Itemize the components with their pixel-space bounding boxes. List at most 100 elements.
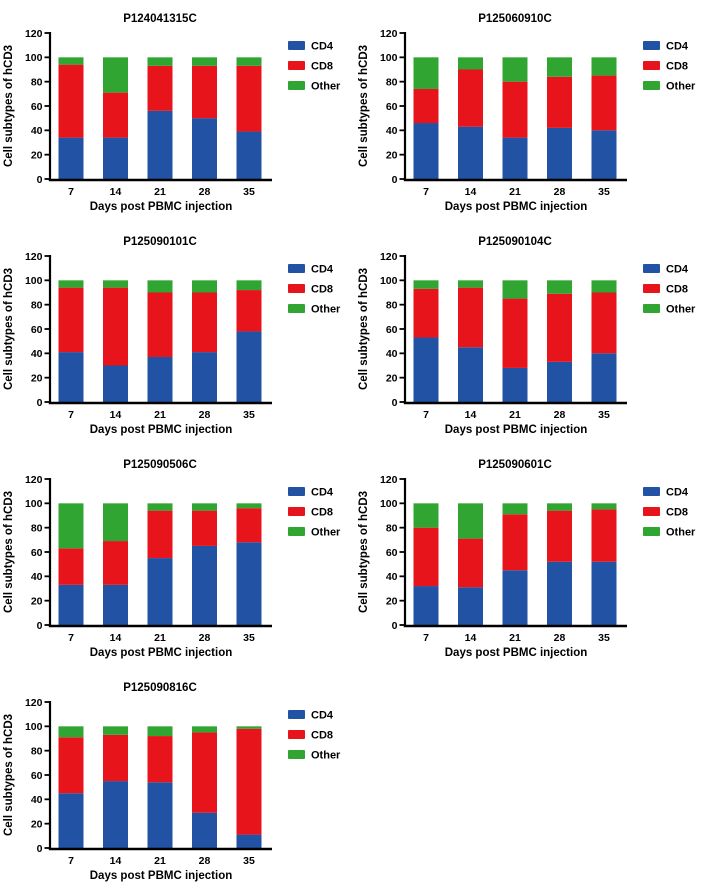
legend-swatch-other	[288, 527, 305, 536]
x-tick-label: 35	[598, 409, 610, 421]
chart-panel-p125090101c: 0 20 40 60 80 100 120 7 14 21 28 35 Days post PBMC i…	[0, 223, 355, 446]
y-tick-label: 40	[31, 571, 43, 583]
legend-swatch-cd4	[643, 41, 660, 50]
y-tick-label: 120	[25, 251, 43, 263]
bar-segment-cd4	[547, 361, 572, 402]
chart-svg: 0 20 40 60 80 100 120 7 14 21 28 35 Days post PBMC i…	[3, 459, 341, 659]
bar-segment-other	[591, 280, 617, 293]
bar-segment-cd8	[547, 510, 572, 562]
y-axis-label: Cell subtypes of hCD3	[3, 268, 15, 390]
bar-segment-cd4	[458, 126, 483, 179]
bar-segment-cd8	[547, 76, 572, 128]
bar-segment-cd4	[413, 337, 439, 402]
bar-segment-cd8	[458, 287, 483, 348]
chart-panel-p125090816c: 0 20 40 60 80 100 120 7 14 21 28 35 Days post PBMC i…	[0, 669, 355, 892]
legend-label-cd4: CD4	[311, 41, 334, 53]
bar-segment-cd4	[103, 137, 128, 179]
bar-segment-other	[502, 57, 528, 82]
chart-title: P125060910C	[478, 13, 552, 25]
bar-segment-cd4	[58, 352, 84, 402]
bar-segment-other	[591, 503, 617, 510]
bar-segment-other	[103, 57, 128, 93]
x-tick-label: 28	[199, 186, 211, 198]
chart-svg: 0 20 40 60 80 100 120 7 14 21 28 35 Days post PBMC i…	[358, 459, 696, 659]
bar-segment-cd8	[502, 514, 528, 571]
legend-label-cd8: CD8	[311, 284, 333, 296]
legend-label-cd4: CD4	[666, 264, 689, 276]
x-axis-label: Days post PBMC injection	[90, 201, 233, 213]
x-tick-label: 14	[110, 186, 122, 198]
y-tick-label: 20	[31, 149, 43, 161]
chart-panel-p125060910c: 0 20 40 60 80 100 120 7 14 21 28 35 Days post PBMC i…	[355, 0, 710, 223]
y-tick-label: 40	[31, 348, 43, 360]
bar-segment-other	[458, 57, 483, 70]
y-tick-label: 120	[380, 251, 398, 263]
bar-segment-cd8	[547, 293, 572, 362]
bar-segment-other	[502, 503, 528, 515]
y-axis-label: Cell subtypes of hCD3	[358, 45, 370, 167]
bar-segment-other	[236, 726, 262, 729]
x-tick-label: 21	[509, 186, 521, 198]
bar-segment-cd4	[192, 352, 217, 402]
chart-svg: 0 20 40 60 80 100 120 7 14 21 28 35 Days post PBMC i…	[3, 236, 341, 436]
bar-segment-cd4	[236, 331, 262, 402]
x-tick-label: 35	[598, 186, 610, 198]
y-tick-label: 0	[392, 620, 398, 632]
bar-segment-cd4	[236, 834, 262, 848]
bar-segment-cd4	[192, 812, 217, 848]
bar-segment-cd8	[458, 69, 483, 127]
y-tick-label: 40	[386, 348, 398, 360]
x-tick-label: 7	[423, 186, 429, 198]
bar-segment-other	[147, 280, 173, 293]
legend-swatch-cd4	[288, 264, 305, 273]
x-tick-label: 28	[554, 632, 566, 644]
x-tick-label: 35	[243, 186, 255, 198]
bar-segment-cd8	[502, 298, 528, 368]
bar-segment-cd8	[591, 75, 617, 131]
y-tick-label: 60	[31, 324, 43, 336]
x-tick-label: 7	[68, 632, 74, 644]
bar-segment-cd4	[58, 584, 84, 625]
chart-title: P125090506C	[123, 459, 197, 471]
chart-panel-p125090104c: 0 20 40 60 80 100 120 7 14 21 28 35 Days post PBMC i…	[355, 223, 710, 446]
x-tick-label: 7	[423, 632, 429, 644]
bar-segment-cd4	[547, 127, 572, 179]
chart-panel-p125090601c: 0 20 40 60 80 100 120 7 14 21 28 35 Days post PBMC i…	[355, 446, 710, 669]
bar-segment-other	[58, 503, 84, 549]
bar-segment-other	[547, 57, 572, 77]
x-tick-label: 7	[68, 186, 74, 198]
legend-swatch-cd8	[288, 507, 305, 516]
bar-segment-cd4	[413, 123, 439, 179]
y-tick-label: 100	[25, 498, 43, 510]
bar-segment-other	[147, 726, 173, 737]
bar-segment-cd8	[103, 92, 128, 138]
legend-swatch-cd8	[643, 507, 660, 516]
y-tick-label: 100	[25, 52, 43, 64]
bar-segment-cd4	[58, 793, 84, 848]
bar-segment-cd4	[591, 561, 617, 625]
legend-label-other: Other	[666, 81, 696, 93]
bar-segment-other	[502, 280, 528, 299]
legend-swatch-other	[643, 527, 660, 536]
y-tick-label: 0	[392, 397, 398, 409]
x-tick-label: 7	[423, 409, 429, 421]
bar-segment-other	[413, 503, 439, 528]
y-tick-label: 80	[31, 745, 43, 757]
y-tick-label: 60	[31, 101, 43, 113]
bar-segment-other	[236, 280, 262, 291]
bar-segment-other	[192, 57, 217, 66]
y-axis-label: Cell subtypes of hCD3	[3, 45, 15, 167]
x-tick-label: 21	[154, 409, 166, 421]
legend-label-cd4: CD4	[311, 487, 334, 499]
x-tick-label: 21	[509, 632, 521, 644]
legend-swatch-cd4	[643, 264, 660, 273]
bar-segment-other	[591, 57, 617, 76]
x-tick-label: 7	[68, 409, 74, 421]
x-tick-label: 14	[465, 632, 477, 644]
y-axis-label: Cell subtypes of hCD3	[358, 268, 370, 390]
bar-segment-cd8	[236, 290, 262, 332]
x-tick-label: 21	[154, 632, 166, 644]
bar-segment-other	[147, 503, 173, 511]
bar-segment-cd4	[192, 118, 217, 179]
x-tick-label: 7	[68, 855, 74, 867]
